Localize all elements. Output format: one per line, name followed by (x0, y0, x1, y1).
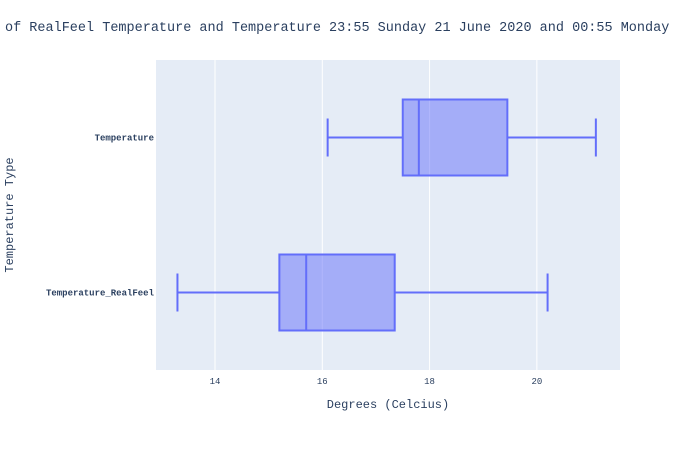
iqr-box (278, 253, 396, 332)
y-category-label: Temperature_RealFeel (46, 289, 155, 299)
y-category-labels: Temperature Temperature_RealFeel (46, 134, 155, 299)
box-temperature (326, 98, 597, 177)
x-tick-label: 14 (210, 377, 221, 387)
x-tick-label: 20 (531, 377, 542, 387)
x-tick-label: 18 (424, 377, 435, 387)
y-axis-title: Temperature Type (3, 157, 17, 272)
x-tick-labels: 14 16 18 20 (210, 377, 543, 387)
box-temperature-realfeel (176, 253, 549, 332)
x-tick-label: 16 (317, 377, 328, 387)
x-axis-title: Degrees (Celcius) (327, 398, 449, 412)
y-category-label: Temperature (95, 134, 154, 144)
chart-title: of RealFeel Temperature and Temperature … (5, 21, 669, 36)
iqr-box (401, 98, 509, 177)
box-series (176, 98, 597, 332)
